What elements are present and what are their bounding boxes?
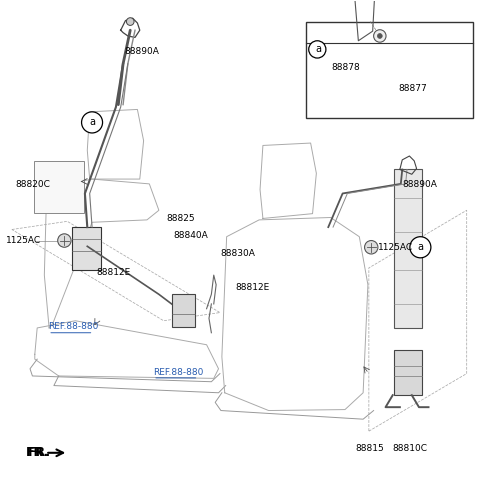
Text: 1125AC: 1125AC (378, 243, 413, 252)
Circle shape (364, 241, 378, 254)
Bar (394, 350, 422, 395)
Bar (34, 161, 84, 213)
Text: 88820C: 88820C (16, 180, 50, 189)
Text: 1125AC: 1125AC (6, 236, 41, 245)
Text: REF.88-880: REF.88-880 (48, 323, 98, 331)
Text: a: a (315, 44, 321, 55)
Text: 88890A: 88890A (124, 47, 159, 57)
Text: 88877: 88877 (398, 85, 427, 93)
Circle shape (373, 30, 386, 42)
Text: 88840A: 88840A (173, 231, 208, 240)
Circle shape (58, 234, 71, 247)
Bar (72, 227, 101, 270)
Circle shape (377, 33, 382, 38)
Text: 88830A: 88830A (220, 249, 255, 257)
Text: 88812E: 88812E (96, 268, 130, 277)
Bar (172, 294, 195, 327)
Text: 88812E: 88812E (235, 283, 269, 292)
Text: FR.: FR. (26, 446, 49, 459)
Circle shape (410, 237, 431, 258)
Circle shape (309, 41, 326, 58)
Text: FR.: FR. (28, 446, 51, 459)
Bar (394, 170, 422, 328)
Text: a: a (90, 117, 96, 128)
Text: REF.88-880: REF.88-880 (153, 368, 204, 377)
Text: 88810C: 88810C (393, 444, 428, 454)
Text: 88815: 88815 (356, 444, 384, 454)
Text: a: a (418, 242, 423, 252)
Text: 88825: 88825 (166, 214, 195, 223)
Circle shape (82, 112, 103, 133)
Text: 88878: 88878 (332, 63, 360, 72)
Circle shape (126, 18, 134, 26)
Bar (306, 22, 473, 117)
Text: 88890A: 88890A (402, 180, 437, 189)
